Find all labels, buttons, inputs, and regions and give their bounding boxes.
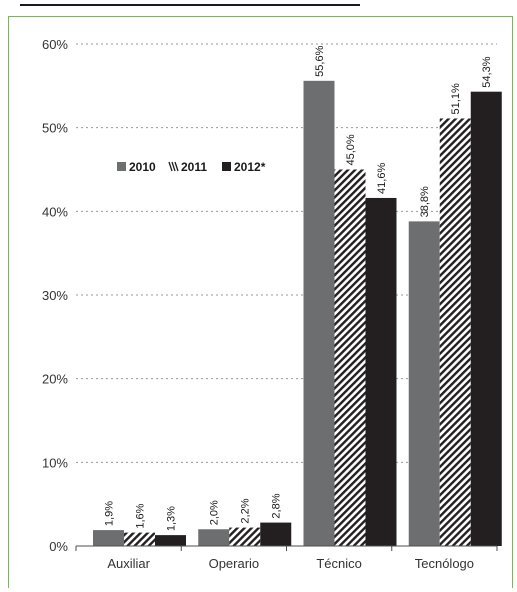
data-label: 51,1%: [450, 83, 462, 114]
data-label: 55,6%: [314, 45, 326, 76]
y-tick-label: 30%: [42, 288, 68, 303]
chart-frame: [8, 16, 513, 588]
bar-2010-tecnólogo: [408, 221, 440, 546]
legend-swatch: [117, 162, 126, 171]
y-tick-label: 60%: [42, 37, 68, 52]
hatch-stroke: [174, 161, 179, 172]
hatch-stroke: [171, 161, 176, 172]
top-caption-strip: [0, 0, 517, 10]
data-label: 41,6%: [376, 163, 388, 194]
y-tick-label: 20%: [42, 372, 68, 387]
bar-2012-técnico: [365, 197, 397, 547]
legend-swatch: [168, 161, 179, 172]
bar-2011-operario: [229, 527, 261, 546]
bar-2010-operario: [198, 529, 230, 546]
x-category-label: Operario: [209, 556, 260, 571]
legend-label: 2012*: [234, 160, 266, 174]
bars: [93, 80, 502, 547]
y-axis-ticks: 0% 10% 20% 30% 40% 50% 60%: [42, 37, 68, 554]
y-tick-label: 10%: [42, 455, 68, 470]
data-label: 2,8%: [271, 493, 283, 518]
data-label: 38,8%: [419, 186, 431, 217]
data-label: 2,0%: [209, 500, 221, 525]
x-category-label: Tecnólogo: [415, 556, 474, 571]
y-tick-label: 40%: [42, 204, 68, 219]
y-tick-label: 50%: [42, 121, 68, 136]
bar-2010-auxiliar: [93, 530, 124, 546]
data-labels: 1,9% 2,0% 55,6% 38,8% 1,6% 2,2% 45,0% 51,1% 1,3%…: [104, 45, 494, 531]
x-axis: Auxiliar Operario Técnico Tecnólogo: [75, 545, 498, 571]
x-category-label: Auxiliar: [107, 556, 150, 571]
data-label: 45,0%: [345, 134, 357, 165]
bar-2012-auxiliar: [155, 535, 186, 546]
hatch-stroke: [168, 161, 173, 172]
bar-2012-tecnólogo: [470, 91, 502, 546]
legend: 2010 2011 2012*: [117, 160, 266, 174]
data-label: 54,3%: [481, 56, 493, 87]
bar-2011-auxiliar: [124, 532, 155, 546]
bar-2010-técnico: [303, 80, 335, 547]
data-label: 2,2%: [240, 498, 252, 523]
bar-2011-técnico: [334, 169, 366, 546]
legend-swatch: [222, 162, 231, 171]
legend-label: 2010: [129, 160, 156, 174]
x-category-label: Técnico: [316, 556, 362, 571]
bar-2011-tecnólogo: [439, 118, 471, 547]
data-label: 1,6%: [135, 503, 147, 528]
bar-2012-operario: [260, 522, 292, 546]
y-tick-label: 0%: [49, 539, 68, 554]
legend-label: 2011: [181, 160, 207, 174]
data-label: 1,9%: [104, 501, 116, 526]
data-label: 1,3%: [166, 506, 178, 531]
